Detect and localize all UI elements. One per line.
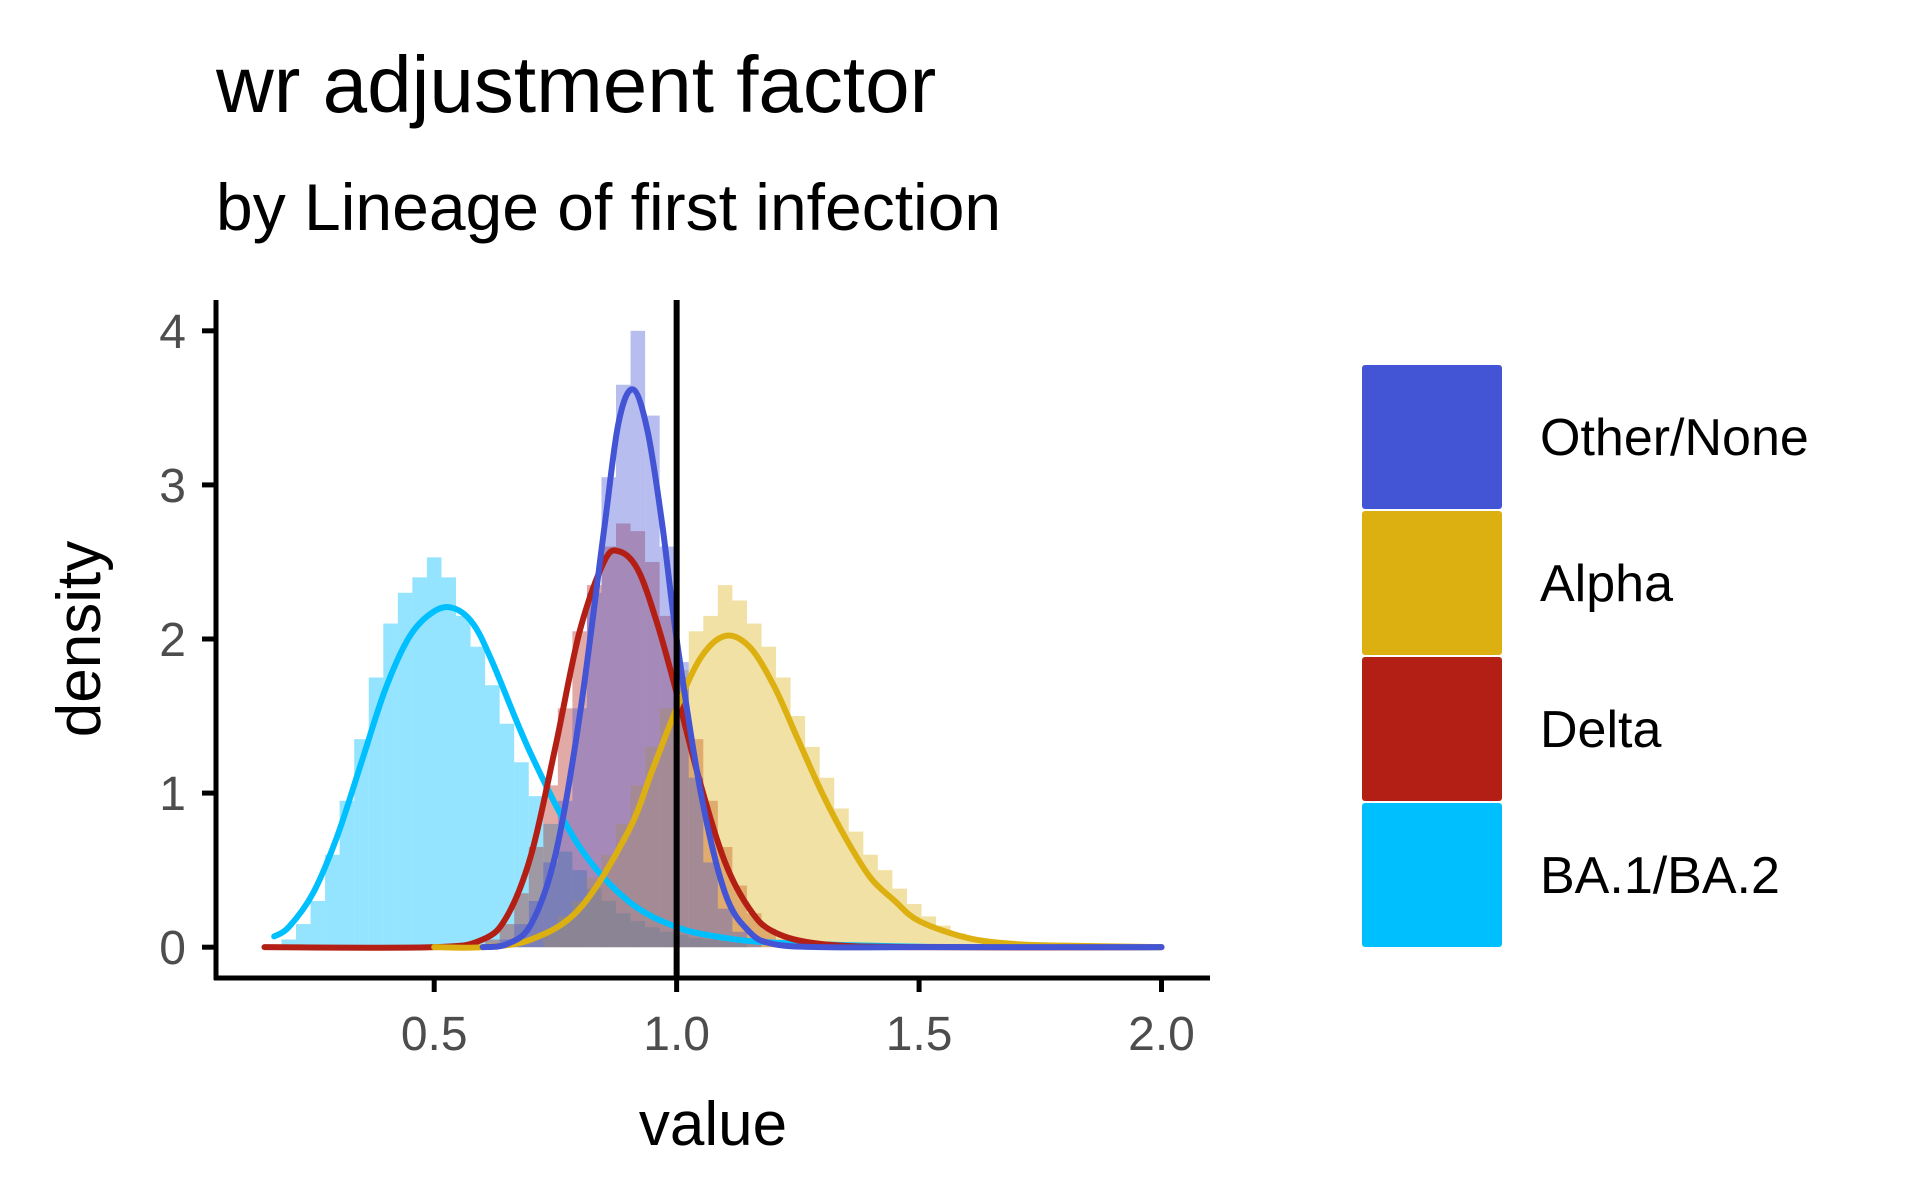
histogram-bar-ba-1-ba-2 <box>732 942 747 948</box>
y-tick-label: 1 <box>159 768 186 821</box>
plot-area <box>261 300 1165 978</box>
chart-subtitle: by Lineage of first infection <box>216 170 1001 244</box>
histogram-bar-ba-1-ba-2 <box>383 623 398 948</box>
histogram-bar-ba-1-ba-2 <box>325 854 340 948</box>
histogram-bar-alpha <box>819 777 835 948</box>
legend-key-delta <box>1362 657 1502 801</box>
histogram-bar-ba-1-ba-2 <box>703 939 718 948</box>
histogram-bar-ba-1-ba-2 <box>412 577 427 948</box>
histogram-bar-ba-1-ba-2 <box>441 577 457 948</box>
x-tick-label: 1.0 <box>643 1008 710 1061</box>
x-tick-label: 1.5 <box>886 1008 953 1061</box>
x-ticks: 0.5 1.0 1.5 2.0 <box>401 978 1195 1061</box>
histogram-bar-alpha <box>761 646 777 948</box>
density-curve-other-none <box>479 386 1165 951</box>
histogram-bar-other-none <box>572 708 587 948</box>
histogram-bar-delta <box>630 531 646 948</box>
y-axis-title: density <box>45 541 114 737</box>
histogram-bar-other-none <box>703 862 718 948</box>
histogram-bar-alpha <box>805 746 820 948</box>
histogram-bar-ba-1-ba-2 <box>397 592 413 948</box>
histogram-bar-alpha <box>965 937 980 948</box>
histogram-bar-ba-1-ba-2 <box>354 739 369 948</box>
histogram-bar-alpha <box>732 600 747 948</box>
density-curve-delta <box>261 547 1165 951</box>
histogram-bar-ba-1-ba-2 <box>616 913 631 948</box>
histogram-bar-ba-1-ba-2 <box>339 800 355 948</box>
histogram-bar-ba-1-ba-2 <box>485 685 500 948</box>
histogram-bar-alpha <box>616 823 631 948</box>
histogram-bar-delta <box>485 939 500 948</box>
legend-label-other-none: Other/None <box>1540 409 1809 467</box>
density-curves <box>261 386 1165 951</box>
legend: Other/None Alpha Delta BA.1/BA.2 <box>1362 365 1809 947</box>
histogram-bar-ba-1-ba-2 <box>586 888 602 948</box>
histogram-bar-ba-1-ba-2 <box>426 557 442 948</box>
x-axis-title: value <box>639 1090 787 1159</box>
histogram-bar-delta <box>659 615 675 948</box>
histogram-bar-other-none <box>688 777 704 948</box>
histogram-bar-delta <box>586 585 602 948</box>
histogram-bar-ba-1-ba-2 <box>368 677 384 948</box>
histogram-bar-alpha <box>746 623 762 948</box>
histogram-bar-alpha <box>776 677 791 948</box>
x-tick-label: 2.0 <box>1128 1008 1195 1061</box>
histogram-bar-ba-1-ba-2 <box>688 937 704 948</box>
histogram-bar-other-none <box>601 477 617 948</box>
histogram-bar-alpha <box>688 631 704 948</box>
histogram-bar-ba-1-ba-2 <box>601 900 617 948</box>
histogram-bar-ba-1-ba-2 <box>645 927 660 948</box>
histogram-bar-alpha <box>790 716 806 948</box>
histogram-bar-other-none <box>746 942 762 948</box>
histogram-bar-delta <box>645 561 660 948</box>
legend-key-alpha <box>1362 511 1502 655</box>
histogram-bar-ba-1-ba-2 <box>470 646 486 948</box>
histogram-bar-alpha <box>645 746 660 948</box>
histogram-bar-delta <box>601 546 617 948</box>
y-tick-label: 0 <box>159 922 186 975</box>
axes: 0.5 1.0 1.5 2.0 0 1 2 3 4 <box>159 300 1210 1061</box>
histogram-bar-other-none <box>645 415 660 948</box>
y-ticks: 0 1 2 3 4 <box>159 306 216 975</box>
histogram-bar-ba-1-ba-2 <box>456 615 471 948</box>
histogram-bar-ba-1-ba-2 <box>630 920 646 948</box>
legend-key-ba-1-ba-2 <box>1362 803 1502 947</box>
y-tick-label: 2 <box>159 614 186 667</box>
density-curve-alpha <box>431 632 1165 951</box>
histogram-bar-ba-1-ba-2 <box>717 941 733 948</box>
histogram-bar-ba-1-ba-2 <box>310 900 326 948</box>
legend-label-delta: Delta <box>1540 701 1661 759</box>
histogram-bar-ba-1-ba-2 <box>281 939 297 948</box>
histogram-bar-other-none <box>616 384 631 948</box>
histogram-bar-ba-1-ba-2 <box>296 924 311 948</box>
legend-label-alpha: Alpha <box>1540 555 1673 613</box>
y-tick-label: 3 <box>159 460 186 513</box>
x-tick-label: 0.5 <box>401 1008 468 1061</box>
histogram-bar-ba-1-ba-2 <box>659 931 675 948</box>
chart-title: wr adjustment factor <box>215 40 936 129</box>
legend-key-other-none <box>1362 365 1502 509</box>
y-tick-label: 4 <box>159 306 186 359</box>
histogram-bar-ba-1-ba-2 <box>499 723 515 948</box>
legend-label-ba-1-ba-2: BA.1/BA.2 <box>1540 847 1780 905</box>
histogram-bar-alpha <box>877 870 893 948</box>
histogram-bar-alpha <box>659 708 675 948</box>
